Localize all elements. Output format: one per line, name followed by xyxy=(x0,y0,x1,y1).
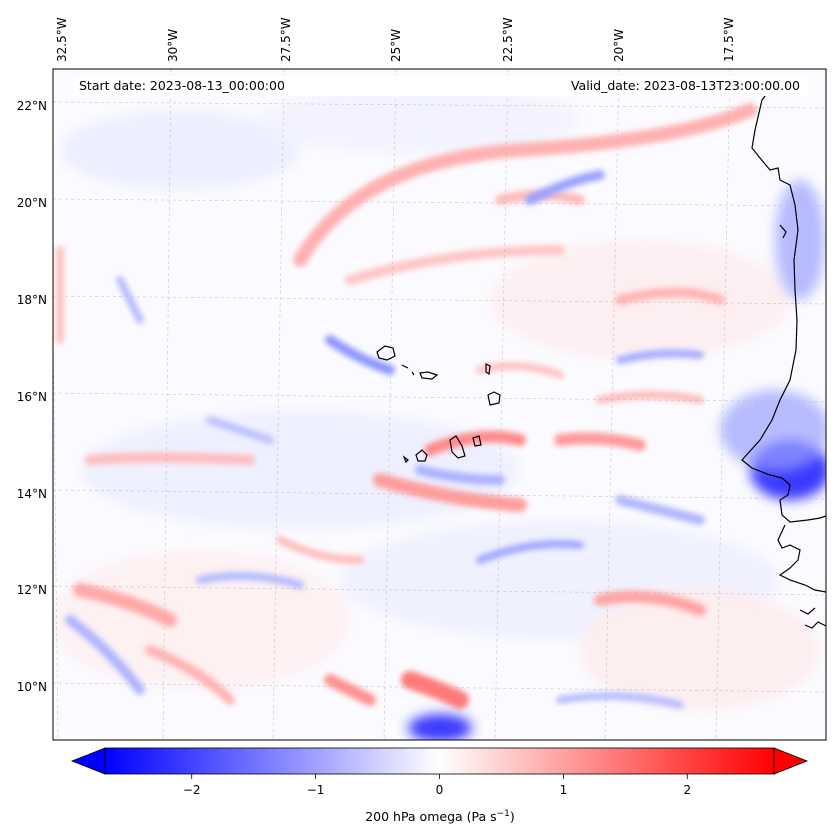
map-panel xyxy=(52,68,827,741)
graticule xyxy=(53,69,826,740)
colorbar-ticks: −2 −1 0 1 2 xyxy=(183,774,691,797)
latitude-ticks: 22°N 20°N 18°N 16°N 14°N 12°N 10°N xyxy=(17,99,47,694)
date-banner xyxy=(74,76,808,96)
start-date-label: Start date: 2023-08-13_00:00:00 xyxy=(79,78,285,93)
island-outlines xyxy=(376,345,501,464)
strong-descent-patches xyxy=(408,180,826,740)
lon-tick: 32.5°W xyxy=(55,17,69,62)
lon-tick: 17.5°W xyxy=(722,17,736,62)
lat-tick: 20°N xyxy=(17,196,47,210)
map-frame xyxy=(52,68,827,741)
colorbar-gradient xyxy=(105,748,774,774)
descent-streaks xyxy=(65,170,705,709)
lon-tick: 27.5°W xyxy=(279,17,293,62)
lon-tick: 30°W xyxy=(166,29,180,62)
colorbar-tick-label: 1 xyxy=(560,783,568,797)
lat-tick: 22°N xyxy=(17,99,47,113)
lon-tick: 25°W xyxy=(389,29,403,62)
longitude-ticks: 32.5°W 30°W 27.5°W 25°W 22.5°W 20°W 17.5… xyxy=(55,17,736,62)
lat-tick: 10°N xyxy=(17,680,47,694)
lat-tick: 12°N xyxy=(17,583,47,597)
colorbar-tick-label: 0 xyxy=(436,783,444,797)
colorbar: −2 −1 0 1 2 200 hPa omega (Pa s−1) xyxy=(70,747,809,824)
colorbar-tick-label: −2 xyxy=(183,783,201,797)
colorbar-max-extend xyxy=(773,747,809,775)
lat-tick: 16°N xyxy=(17,390,47,404)
lon-tick: 22.5°W xyxy=(501,17,515,62)
colorbar-tick-label: 2 xyxy=(683,783,691,797)
lon-tick: 20°W xyxy=(612,29,626,62)
coastline xyxy=(741,91,826,629)
colorbar-min-extend xyxy=(70,747,106,775)
colorbar-tick-label: −1 xyxy=(307,783,325,797)
lat-tick: 18°N xyxy=(17,293,47,307)
omega-field xyxy=(53,69,826,740)
valid-date-label: Valid_date: 2023-08-13T23:00:00.00 xyxy=(571,78,800,93)
lat-tick: 14°N xyxy=(17,487,47,501)
ascent-streaks xyxy=(56,103,757,709)
colorbar-label: 200 hPa omega (Pa s−1) xyxy=(365,809,515,824)
